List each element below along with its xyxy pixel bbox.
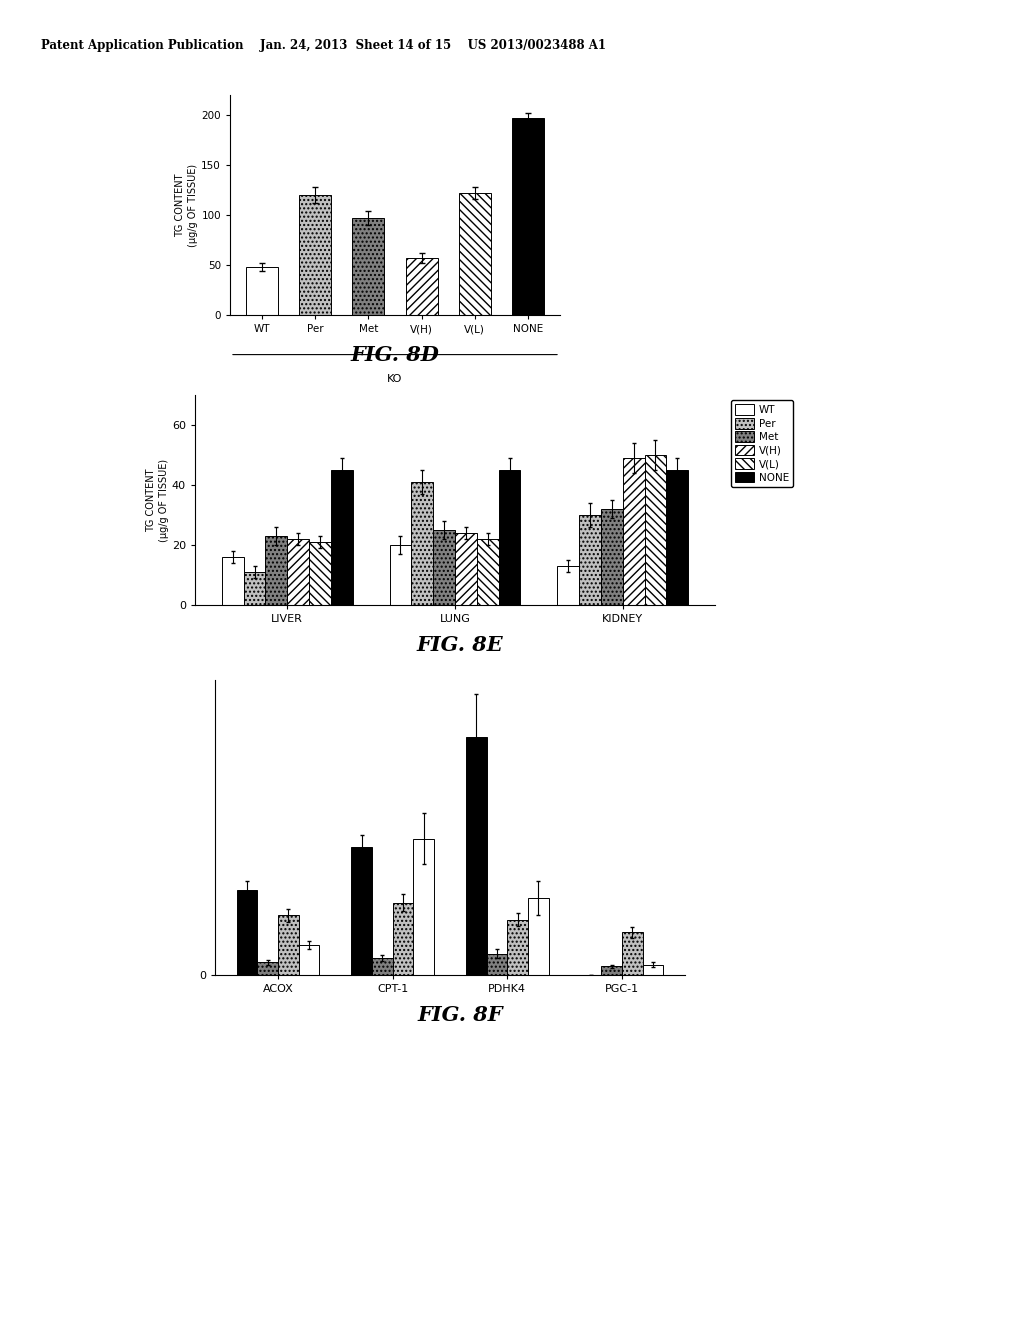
Bar xyxy=(667,470,688,605)
Bar xyxy=(412,482,433,605)
Text: FIG. 8F: FIG. 8F xyxy=(417,1005,503,1026)
Bar xyxy=(601,966,622,975)
Bar xyxy=(237,890,257,975)
Bar xyxy=(299,195,331,315)
Text: FIG. 8E: FIG. 8E xyxy=(417,635,504,655)
Bar xyxy=(244,572,265,605)
Bar xyxy=(389,545,412,605)
Bar xyxy=(246,267,278,315)
Text: Patent Application Publication    Jan. 24, 2013  Sheet 14 of 15    US 2013/00234: Patent Application Publication Jan. 24, … xyxy=(41,38,606,51)
Bar xyxy=(477,539,499,605)
Bar xyxy=(265,536,288,605)
Bar xyxy=(414,838,434,975)
Bar xyxy=(352,218,384,315)
Bar xyxy=(622,932,643,975)
Bar xyxy=(299,945,319,975)
Bar xyxy=(557,566,580,605)
Y-axis label: TG CONTENT
(μg/g OF TISSUE): TG CONTENT (μg/g OF TISSUE) xyxy=(175,164,199,247)
Bar xyxy=(528,899,549,975)
Bar xyxy=(433,531,455,605)
Bar xyxy=(288,539,309,605)
Text: KO: KO xyxy=(387,375,402,384)
Bar xyxy=(459,193,490,315)
Bar xyxy=(351,847,372,975)
Bar xyxy=(372,958,392,975)
Bar xyxy=(392,903,414,975)
Bar xyxy=(486,954,507,975)
Bar xyxy=(507,920,528,975)
Bar xyxy=(309,543,331,605)
Bar xyxy=(580,515,601,605)
Bar xyxy=(279,915,299,975)
Bar xyxy=(257,962,279,975)
Bar xyxy=(406,257,437,315)
Legend: WT, Per, Met, V(H), V(L), NONE: WT, Per, Met, V(H), V(L), NONE xyxy=(730,400,794,487)
Bar xyxy=(222,557,244,605)
Bar xyxy=(499,470,520,605)
Bar xyxy=(643,965,664,975)
Bar xyxy=(512,117,544,315)
Bar xyxy=(331,470,352,605)
Bar xyxy=(644,455,667,605)
Bar xyxy=(623,458,644,605)
Bar xyxy=(455,533,477,605)
Text: FIG. 8D: FIG. 8D xyxy=(350,345,439,366)
Bar xyxy=(466,737,486,975)
Bar xyxy=(601,510,623,605)
Y-axis label: TG CONTENT
(μg/g OF TISSUE): TG CONTENT (μg/g OF TISSUE) xyxy=(145,458,169,541)
